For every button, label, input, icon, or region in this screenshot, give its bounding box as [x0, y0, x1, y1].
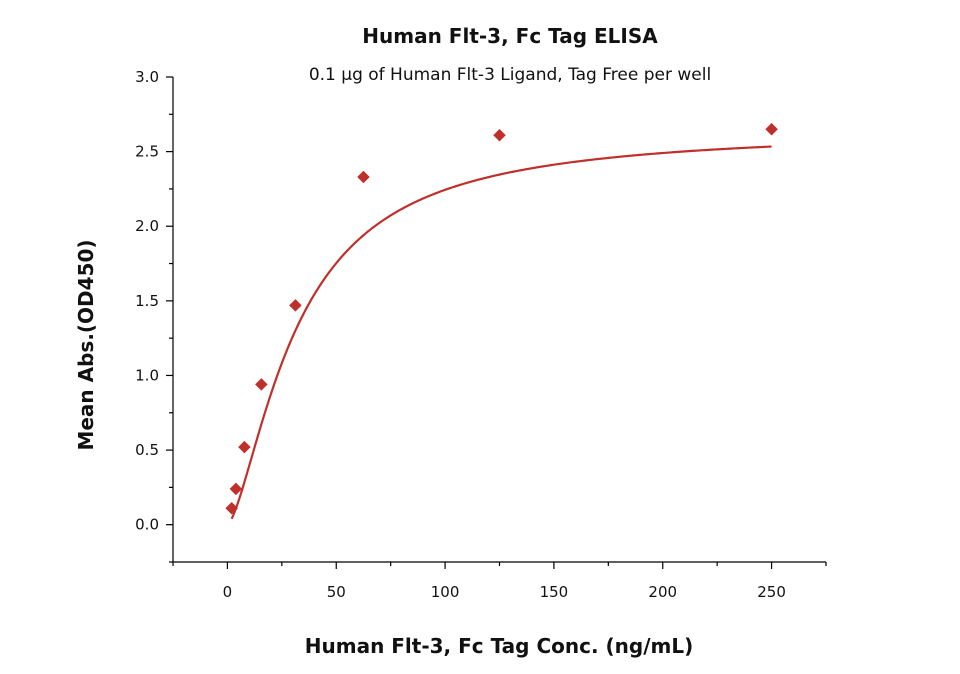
x-axis-title: Human Flt-3, Fc Tag Conc. (ng/mL)	[305, 634, 694, 658]
y-tick-label: 0.0	[135, 516, 159, 534]
y-tick-label: 1.5	[135, 292, 159, 310]
data-point	[255, 378, 268, 391]
chart-title: Human Flt-3, Fc Tag ELISA	[362, 24, 658, 48]
x-tick-label: 50	[327, 583, 346, 601]
y-tick-label: 1.0	[135, 366, 159, 384]
data-point	[289, 298, 302, 312]
fit-curve	[230, 145, 772, 520]
data-point	[765, 122, 778, 136]
x-tick-label: 200	[648, 583, 677, 601]
x-tick-label: 250	[757, 583, 786, 601]
data-point	[225, 501, 239, 515]
y-tick-label: 3.0	[135, 68, 159, 86]
chart-subtitle: 0.1 μg of Human Flt-3 Ligand, Tag Free p…	[309, 65, 711, 85]
axes: 0.0 0.5 1.0 1.5 2.0 2.5 3.0 0 50 100 150 200 250	[135, 68, 827, 601]
data-points-layer	[225, 122, 778, 515]
x-tick-label: 150	[540, 583, 569, 601]
y-tick-label: 2.5	[135, 143, 159, 161]
y-tick-label: 0.5	[135, 441, 159, 459]
x-tick-label: 0	[223, 583, 233, 601]
y-axis-title: Mean Abs.(OD450)	[74, 239, 98, 450]
x-tick-label: 100	[431, 583, 460, 601]
data-point	[229, 482, 243, 496]
data-point	[238, 440, 251, 454]
data-point	[493, 128, 506, 142]
data-point	[357, 170, 370, 184]
fit-curve-layer	[230, 145, 772, 520]
y-tick-label: 2.0	[135, 217, 159, 235]
